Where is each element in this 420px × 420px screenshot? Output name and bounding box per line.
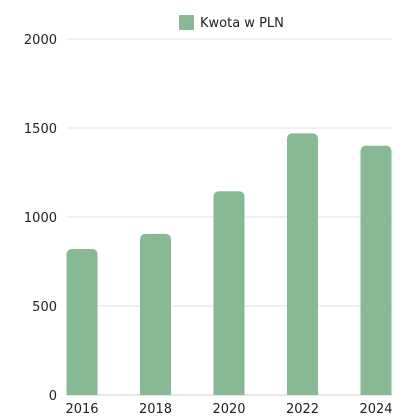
y-tick-label-1000: 1000 xyxy=(24,211,57,226)
x-tick-label-2024: 2024 xyxy=(359,402,392,417)
y-tick-label-0: 0 xyxy=(49,389,57,404)
bar-2018 xyxy=(140,233,171,395)
bars xyxy=(66,133,392,395)
bar-2022 xyxy=(287,133,318,395)
bar-2024 xyxy=(360,145,392,395)
bar-2020 xyxy=(213,191,245,395)
legend: Kwota w PLN xyxy=(179,15,284,31)
y-tick-label-500: 500 xyxy=(32,300,57,315)
x-tick-label-2018: 2018 xyxy=(139,402,172,417)
legend-label: Kwota w PLN xyxy=(200,16,284,31)
x-tick-label-2016: 2016 xyxy=(65,402,98,417)
y-axis: 0 500 1000 1500 2000 xyxy=(24,33,57,404)
legend-swatch xyxy=(179,15,194,30)
x-tick-label-2022: 2022 xyxy=(286,402,319,417)
x-axis: 2016 2018 2020 2022 2024 xyxy=(65,402,392,417)
x-tick-label-2020: 2020 xyxy=(212,402,245,417)
bar-2016 xyxy=(66,249,98,395)
y-tick-label-1500: 1500 xyxy=(24,122,57,137)
y-tick-label-2000: 2000 xyxy=(24,33,57,48)
